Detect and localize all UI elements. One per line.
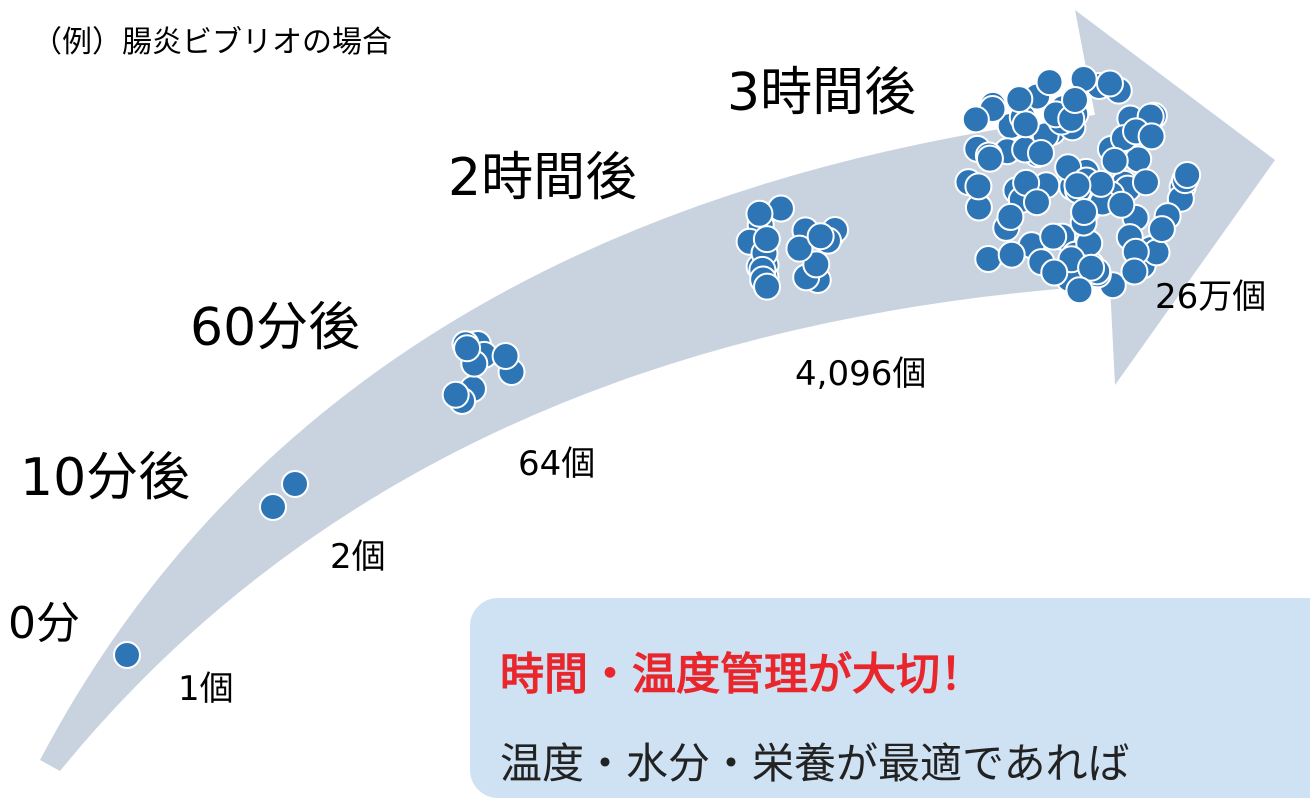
callout-box: 時間・温度管理が大切！ 温度・水分・栄養が最適であれば — [470, 598, 1310, 798]
time-label: 3時間後 — [727, 67, 916, 119]
bacterium — [1071, 199, 1097, 225]
bacterium — [1064, 172, 1090, 198]
page: （例）腸炎ビブリオの場合 0分 1個 10分後 2個 60分後 64個 2時間後… — [0, 0, 1310, 771]
callout-heading: 時間・温度管理が大切！ — [500, 638, 984, 702]
bacterium — [808, 223, 834, 249]
bacterium — [1097, 70, 1123, 96]
bacterium — [1040, 224, 1066, 250]
bacterium — [1013, 111, 1039, 137]
bacterium — [1041, 260, 1067, 286]
time-label: 2時間後 — [448, 152, 637, 204]
time-label: 60分後 — [190, 302, 360, 354]
bacterium — [754, 226, 780, 252]
bacterium — [260, 494, 286, 520]
bacterium — [975, 246, 1001, 272]
bacterium — [1108, 192, 1134, 218]
time-label: 0分 — [8, 602, 80, 646]
bacterium — [443, 382, 469, 408]
bacterium — [282, 471, 308, 497]
count-label: 26万個 — [1155, 280, 1266, 314]
time-label: 10分後 — [20, 452, 190, 504]
count-label: 4,096個 — [795, 357, 926, 391]
bacterium — [965, 173, 991, 199]
bacterium — [997, 204, 1023, 230]
bacterium — [1088, 171, 1114, 197]
count-label: 1個 — [178, 672, 234, 706]
bacterium — [1121, 259, 1147, 285]
count-label: 2個 — [330, 540, 386, 574]
callout-text: 温度・水分・栄養が最適であれば — [500, 730, 1130, 791]
bacterium — [1062, 87, 1088, 113]
bacterium — [1139, 123, 1165, 149]
bacterium — [746, 201, 772, 227]
bacterium — [1006, 86, 1032, 112]
bacterium — [1149, 216, 1175, 242]
bacterium — [1024, 189, 1050, 215]
bacterium — [977, 146, 1003, 172]
bacterium — [1037, 69, 1063, 95]
bacterium — [1102, 148, 1128, 174]
bacterium — [114, 642, 140, 668]
bacterium — [1066, 277, 1092, 303]
bacterium — [1133, 169, 1159, 195]
bacterium — [963, 106, 989, 132]
bacterium — [1028, 140, 1054, 166]
bacterium — [999, 242, 1025, 268]
title: （例）腸炎ビブリオの場合 — [32, 28, 392, 58]
bacterium — [1174, 162, 1200, 188]
bacterium — [454, 335, 480, 361]
bacterium — [493, 343, 519, 369]
bacterium — [754, 274, 780, 300]
count-label: 64個 — [518, 447, 595, 481]
